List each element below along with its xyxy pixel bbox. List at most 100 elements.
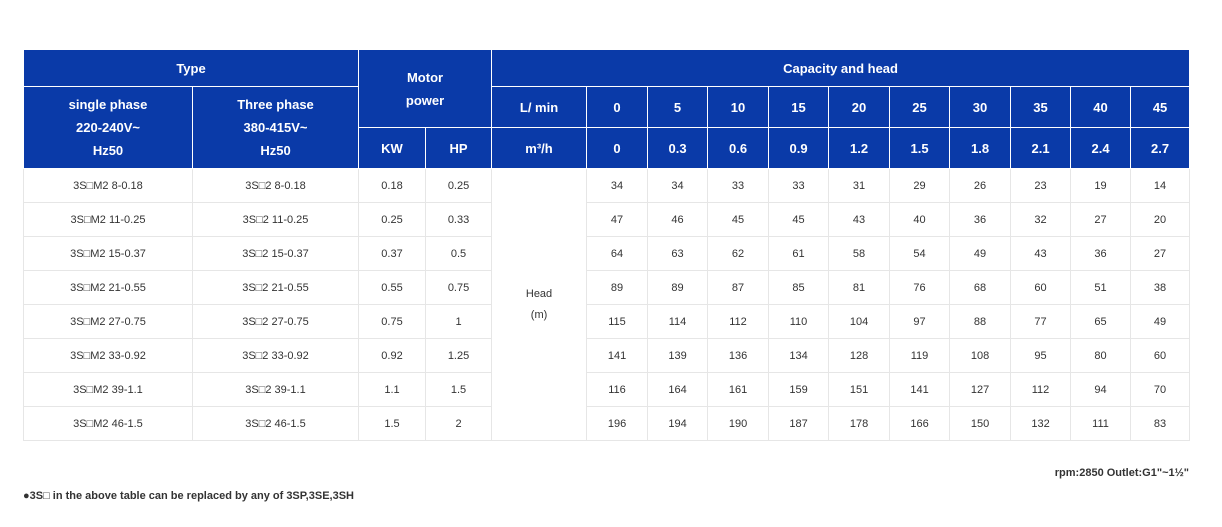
head-value: 80: [1070, 338, 1132, 373]
lmin-value: 10: [707, 86, 770, 128]
table-row: 3S□M2 15-0.37 3S□2 15-0.37 0.37 0.5 64 6…: [23, 236, 1191, 271]
head-value: 36: [1070, 236, 1132, 271]
head-value: 43: [828, 202, 891, 237]
head-value: 132: [1010, 406, 1072, 441]
head-value: 14: [1130, 168, 1191, 203]
three-phase-model: 3S□2 46-1.5: [191, 406, 360, 441]
head-value: 26: [949, 168, 1012, 203]
m3h-value: 0.6: [707, 127, 770, 169]
three-phase-model: 3S□2 33-0.92: [191, 338, 360, 373]
head-value: 76: [889, 270, 951, 305]
lmin-value: 30: [949, 86, 1012, 128]
m3h-value: 1.2: [828, 127, 891, 169]
head-value: 33: [707, 168, 770, 203]
three-phase-model: 3S□2 11-0.25: [191, 202, 360, 237]
head-value: 178: [828, 406, 891, 441]
head-value: 51: [1070, 270, 1132, 305]
head-value: 164: [647, 372, 709, 407]
head-value: 134: [768, 338, 830, 373]
table-header: Type Motor power Capacity and head singl…: [22, 49, 1191, 169]
kw-value: 1.1: [358, 372, 427, 407]
head-value: 63: [647, 236, 709, 271]
head-value: 83: [1130, 406, 1191, 441]
head-value: 23: [1010, 168, 1072, 203]
motor-power-header: Motor power: [358, 49, 493, 128]
hp-header: HP: [425, 127, 493, 169]
head-value: 139: [647, 338, 709, 373]
header-row-2: single phase 220-240V~ Hz50 Three phase …: [23, 86, 1191, 169]
head-value: 45: [707, 202, 770, 237]
hp-value: 1: [425, 304, 493, 339]
head-value: 34: [647, 168, 709, 203]
head-value: 194: [647, 406, 709, 441]
lmin-value: 15: [768, 86, 830, 128]
head-value: 31: [828, 168, 891, 203]
head-value: 62: [707, 236, 770, 271]
table-row: 3S□M2 27-0.75 3S□2 27-0.75 0.75 1 115 11…: [23, 304, 1191, 339]
head-value: 29: [889, 168, 951, 203]
table-row: 3S□M2 46-1.5 3S□2 46-1.5 1.5 2 196 194 1…: [23, 406, 1191, 441]
hp-value: 0.75: [425, 270, 493, 305]
head-value: 36: [949, 202, 1012, 237]
kw-header: KW: [358, 127, 427, 169]
three-phase-model: 3S□2 39-1.1: [191, 372, 360, 407]
hp-value: 0.25: [425, 168, 493, 203]
head-value: 45: [768, 202, 830, 237]
head-value: 77: [1010, 304, 1072, 339]
head-value: 32: [1010, 202, 1072, 237]
single-phase-model: 3S□M2 27-0.75: [23, 304, 193, 339]
kw-value: 0.75: [358, 304, 427, 339]
kw-value: 0.25: [358, 202, 427, 237]
head-value: 85: [768, 270, 830, 305]
head-value: 27: [1130, 236, 1191, 271]
kw-value: 0.37: [358, 236, 427, 271]
kw-value: 0.18: [358, 168, 427, 203]
head-value: 40: [889, 202, 951, 237]
head-value: 112: [1010, 372, 1072, 407]
model-replacement-footnote: ●3S□ in the above table can be replaced …: [23, 490, 354, 502]
head-value: 150: [949, 406, 1012, 441]
m3h-value: 2.4: [1070, 127, 1132, 169]
head-value: 128: [828, 338, 891, 373]
table-row: 3S□M2 11-0.25 3S□2 11-0.25 0.25 0.33 47 …: [23, 202, 1191, 237]
head-value: 27: [1070, 202, 1132, 237]
lmin-value: 40: [1070, 86, 1132, 128]
table-row: 3S□M2 21-0.55 3S□2 21-0.55 0.55 0.75 89 …: [23, 270, 1191, 305]
head-value: 81: [828, 270, 891, 305]
three-phase-header: Three phase 380-415V~ Hz50: [191, 86, 360, 169]
head-value: 38: [1130, 270, 1191, 305]
head-value: 60: [1010, 270, 1072, 305]
head-value: 60: [1130, 338, 1191, 373]
head-value: 166: [889, 406, 951, 441]
m3h-value: 0: [586, 127, 649, 169]
kw-value: 1.5: [358, 406, 427, 441]
head-value: 111: [1070, 406, 1132, 441]
head-value: 116: [586, 372, 649, 407]
head-value: 94: [1070, 372, 1132, 407]
table-row: 3S□M2 33-0.92 3S□2 33-0.92 0.92 1.25 141…: [23, 338, 1191, 373]
head-value: 136: [707, 338, 770, 373]
head-value: 65: [1070, 304, 1132, 339]
head-value: 47: [586, 202, 649, 237]
single-phase-model: 3S□M2 33-0.92: [23, 338, 193, 373]
head-value: 97: [889, 304, 951, 339]
single-phase-model: 3S□M2 8-0.18: [23, 168, 193, 203]
head-value: 110: [768, 304, 830, 339]
lmin-value: 20: [828, 86, 891, 128]
m3h-value: 1.8: [949, 127, 1012, 169]
head-value: 127: [949, 372, 1012, 407]
pump-performance-table: Type Motor power Capacity and head singl…: [22, 49, 1191, 441]
lmin-value: 35: [1010, 86, 1072, 128]
head-value: 33: [768, 168, 830, 203]
head-value: 19: [1070, 168, 1132, 203]
head-value: 88: [949, 304, 1012, 339]
head-value: 196: [586, 406, 649, 441]
table-row: 3S□M2 39-1.1 3S□2 39-1.1 1.1 1.5 116 164…: [23, 372, 1191, 407]
head-value: 141: [586, 338, 649, 373]
head-value: 54: [889, 236, 951, 271]
kw-value: 0.92: [358, 338, 427, 373]
m3h-value: 2.1: [1010, 127, 1072, 169]
header-row-1: Type Motor power Capacity and head: [22, 49, 1191, 128]
head-value: 49: [949, 236, 1012, 271]
m3h-value: 0.9: [768, 127, 830, 169]
